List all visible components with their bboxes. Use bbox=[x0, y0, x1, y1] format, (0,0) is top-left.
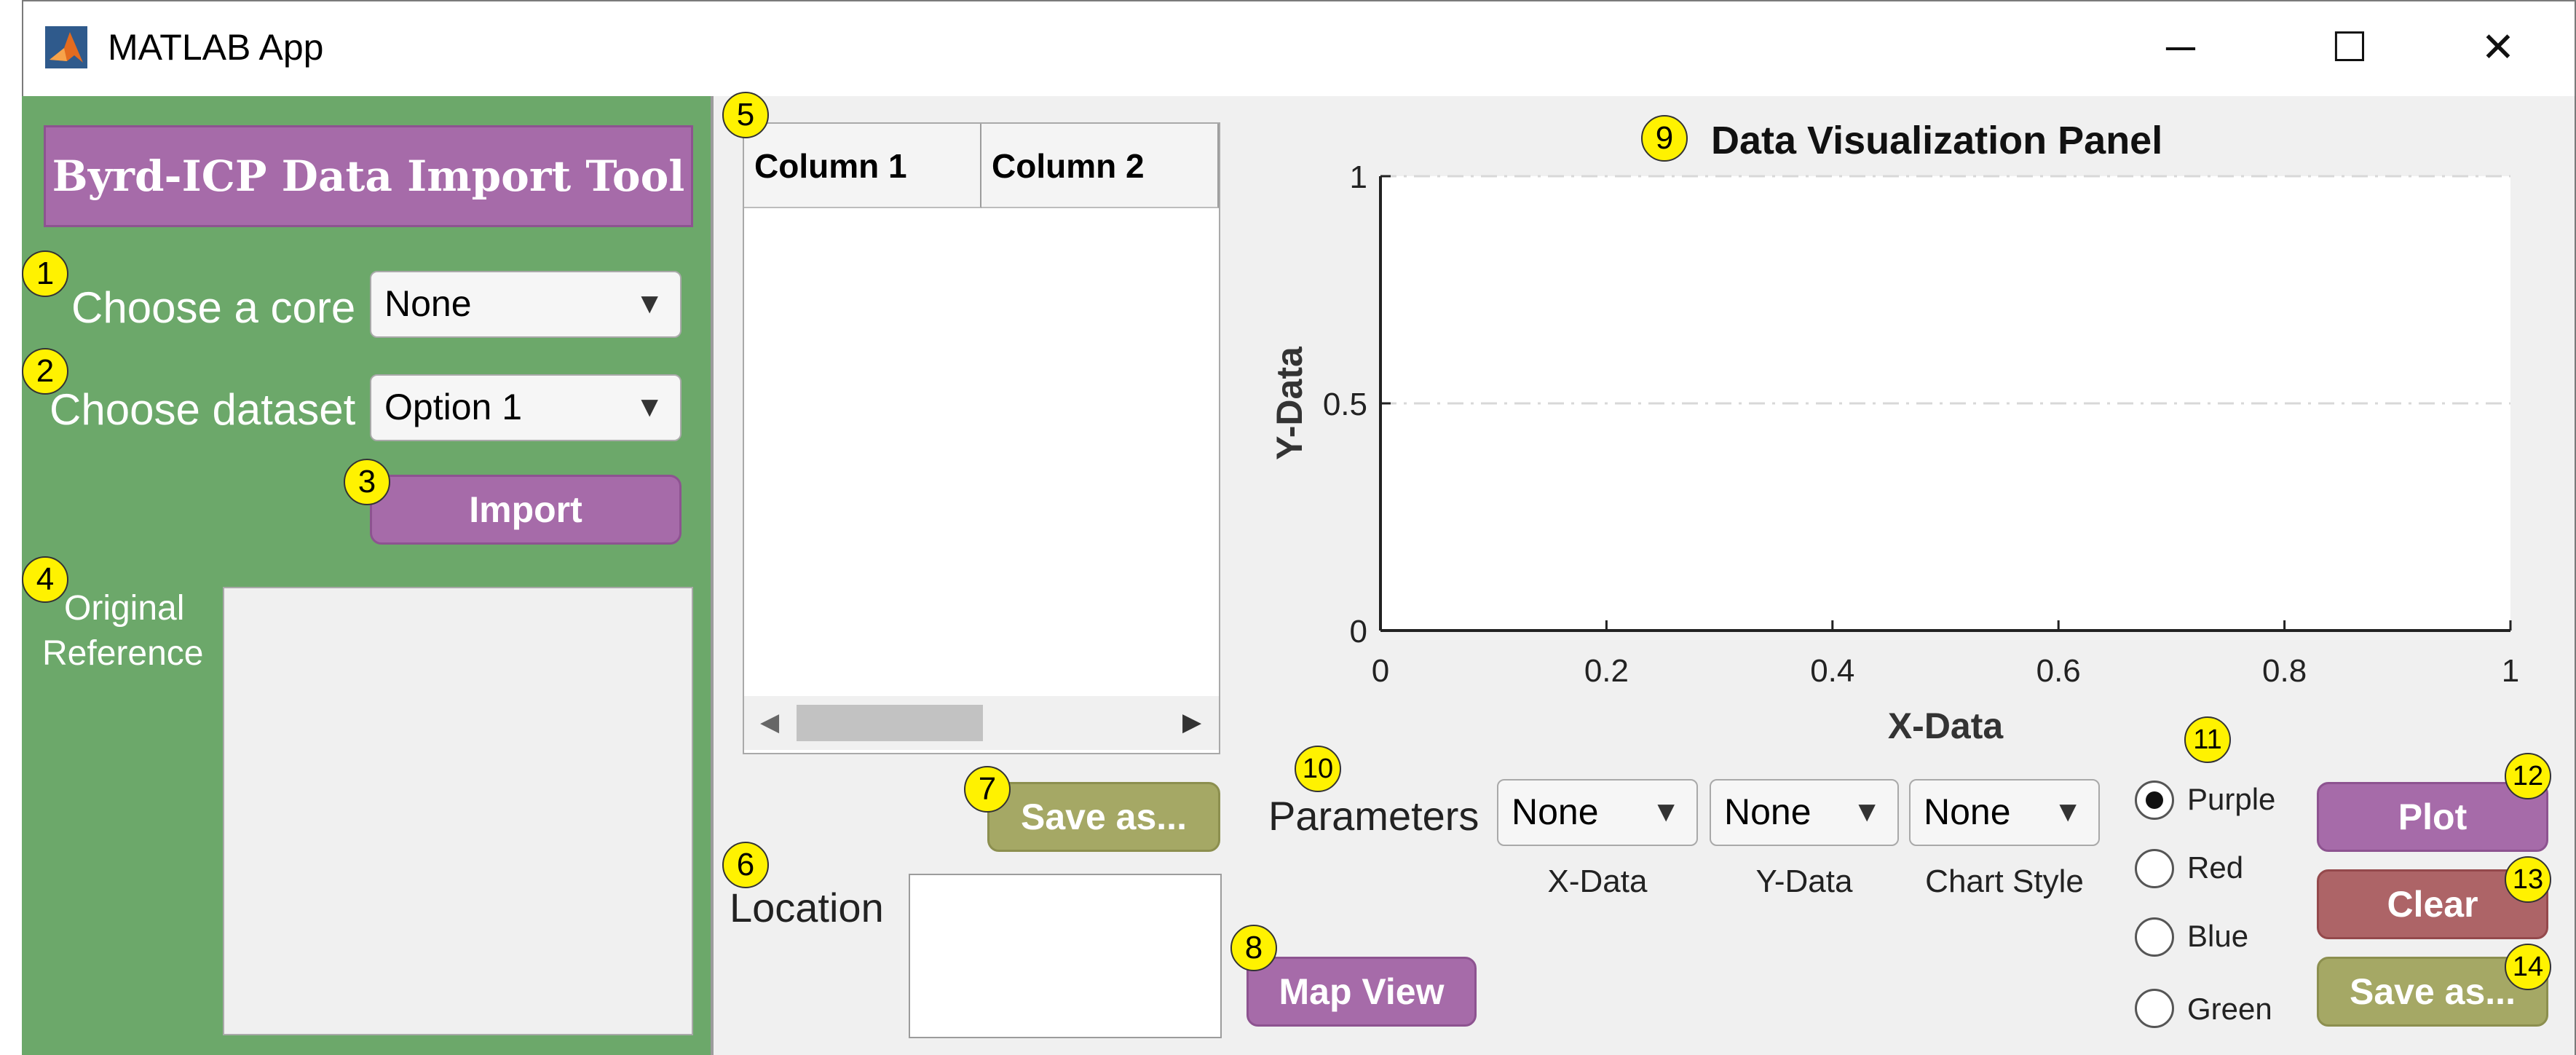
chart-style-dropdown[interactable]: None ▼ bbox=[1909, 779, 2100, 846]
callout-badge-2: 2 bbox=[22, 348, 68, 395]
x-tick-label: 1 bbox=[2502, 653, 2519, 689]
callout-badge-11: 11 bbox=[2184, 716, 2231, 763]
x-tick-label: 0.4 bbox=[1810, 653, 1854, 689]
x-axis-label: X-Data bbox=[1888, 706, 2004, 746]
x-data-dropdown[interactable]: None ▼ bbox=[1497, 779, 1698, 846]
import-button[interactable]: Import bbox=[370, 475, 681, 545]
callout-badge-12: 12 bbox=[2505, 753, 2551, 799]
original-reference-textarea[interactable] bbox=[223, 587, 693, 1035]
radio-green-label[interactable]: Green bbox=[2187, 992, 2272, 1026]
callout-badge-14: 14 bbox=[2505, 944, 2551, 990]
callout-badge-6: 6 bbox=[722, 842, 769, 888]
chevron-down-icon: ▼ bbox=[1651, 796, 1680, 828]
chevron-down-icon: ▼ bbox=[635, 288, 664, 320]
minimize-button[interactable]: ─ bbox=[2166, 24, 2195, 70]
window-title: MATLAB App bbox=[108, 27, 324, 68]
scroll-right-icon[interactable]: ▶ bbox=[1182, 708, 1202, 736]
x-tick-label: 0 bbox=[1372, 653, 1389, 689]
reference-label-line1: Original bbox=[64, 589, 185, 628]
maximize-button[interactable]: ☐ bbox=[2331, 24, 2368, 70]
dataset-dropdown[interactable]: Option 1 ▼ bbox=[370, 374, 681, 441]
callout-badge-4: 4 bbox=[22, 556, 68, 603]
data-table[interactable]: Column 1 Column 2 ◀ ▶ bbox=[743, 122, 1220, 754]
scroll-thumb[interactable] bbox=[797, 705, 983, 741]
radio-selected-dot bbox=[2146, 791, 2163, 809]
radio-red[interactable] bbox=[2135, 849, 2174, 888]
clear-button[interactable]: Clear bbox=[2317, 869, 2548, 939]
callout-badge-13: 13 bbox=[2505, 856, 2551, 903]
plot-button[interactable]: Plot bbox=[2317, 782, 2548, 852]
chart-style-caption: Chart Style bbox=[1925, 864, 2084, 899]
x-tick-label: 0.6 bbox=[2036, 653, 2081, 689]
y-data-dropdown[interactable]: None ▼ bbox=[1710, 779, 1899, 846]
x-tick-label: 0.2 bbox=[1584, 653, 1629, 689]
chart-svg: 0 0.5 1 0 0.2 0.4 0.6 0.8 1 X-Data Y-Data bbox=[1269, 159, 2519, 746]
radio-blue-label[interactable]: Blue bbox=[2187, 919, 2249, 953]
callout-badge-10: 10 bbox=[1295, 746, 1341, 792]
tool-banner: Byrd-ICP Data Import Tool bbox=[44, 125, 693, 227]
y-tick-label: 0 bbox=[1350, 614, 1367, 649]
y-axis-label: Y-Data bbox=[1269, 346, 1310, 460]
x-data-caption: X-Data bbox=[1547, 864, 1648, 899]
reference-label-line2: Reference bbox=[42, 634, 204, 673]
radio-red-label[interactable]: Red bbox=[2187, 850, 2244, 885]
radio-green[interactable] bbox=[2135, 989, 2174, 1028]
dataset-label: Choose dataset bbox=[50, 385, 356, 434]
core-dropdown[interactable]: None ▼ bbox=[370, 271, 681, 338]
callout-badge-1: 1 bbox=[22, 250, 68, 297]
callout-badge-8: 8 bbox=[1230, 925, 1277, 971]
location-box[interactable] bbox=[909, 874, 1222, 1038]
table-save-as-button[interactable]: Save as... bbox=[987, 782, 1220, 852]
matlab-logo-icon bbox=[45, 26, 87, 68]
callout-badge-5: 5 bbox=[722, 92, 769, 138]
column-header-1[interactable]: Column 1 bbox=[744, 124, 981, 208]
core-label: Choose a core bbox=[71, 283, 356, 332]
chevron-down-icon: ▼ bbox=[2053, 796, 2082, 828]
chart-style-value: None bbox=[1924, 791, 2011, 832]
y-tick-label: 0.5 bbox=[1323, 387, 1367, 422]
horizontal-scrollbar[interactable]: ◀ ▶ bbox=[744, 696, 1219, 750]
radio-blue[interactable] bbox=[2135, 917, 2174, 957]
scroll-left-icon[interactable]: ◀ bbox=[760, 708, 780, 736]
map-view-button[interactable]: Map View bbox=[1246, 957, 1477, 1027]
column-header-2[interactable]: Column 2 bbox=[981, 124, 1219, 208]
title-bar bbox=[23, 1, 2575, 95]
dataset-dropdown-value: Option 1 bbox=[384, 387, 523, 427]
y-data-caption: Y-Data bbox=[1755, 864, 1853, 899]
radio-purple[interactable] bbox=[2135, 781, 2174, 820]
callout-badge-9: 9 bbox=[1641, 115, 1688, 162]
callout-badge-7: 7 bbox=[964, 766, 1011, 813]
y-tick-label: 1 bbox=[1350, 159, 1367, 195]
radio-purple-label[interactable]: Purple bbox=[2187, 782, 2276, 816]
x-tick-label: 0.8 bbox=[2262, 653, 2307, 689]
close-button[interactable]: ✕ bbox=[2481, 24, 2516, 70]
location-label: Location bbox=[730, 885, 884, 930]
core-dropdown-value: None bbox=[384, 283, 472, 324]
parameters-label: Parameters bbox=[1268, 793, 1479, 839]
x-data-value: None bbox=[1512, 791, 1599, 832]
chevron-down-icon: ▼ bbox=[635, 391, 664, 423]
chart-title: Data Visualization Panel bbox=[1711, 119, 2163, 162]
chevron-down-icon: ▼ bbox=[1852, 796, 1881, 828]
callout-badge-3: 3 bbox=[344, 459, 390, 505]
y-data-value: None bbox=[1724, 791, 1812, 832]
